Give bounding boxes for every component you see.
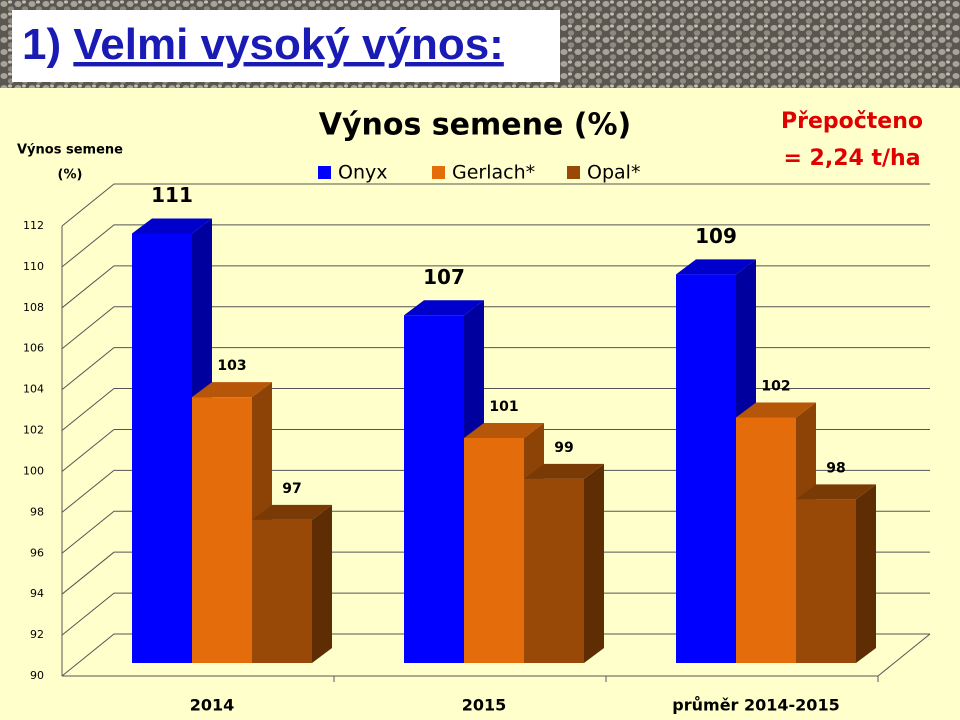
- y-tick-label: 100: [23, 464, 44, 477]
- bar-front: [736, 417, 796, 663]
- data-label: 109: [695, 224, 737, 248]
- annotation: = 2,24 t/ha: [783, 146, 920, 171]
- bar-side: [584, 463, 604, 663]
- bar-side: [312, 504, 332, 663]
- y-tick-label: 92: [30, 628, 44, 641]
- annotation: Přepočteno: [781, 109, 923, 134]
- bar: [796, 484, 876, 663]
- grid-line: [61, 428, 930, 472]
- data-label: 99: [554, 440, 573, 456]
- y-tick-label: 104: [23, 383, 44, 396]
- y-tick-label: 94: [30, 587, 44, 600]
- bar-front: [676, 274, 736, 663]
- grid-line: [61, 388, 930, 431]
- grid-line: [61, 224, 930, 268]
- grid-line: [61, 551, 930, 595]
- y-tick-label: 108: [23, 301, 44, 314]
- y-tick-label: 98: [30, 505, 44, 518]
- title-number: 1): [22, 20, 61, 69]
- grid-line: [61, 510, 930, 554]
- legend-swatch: [567, 166, 580, 179]
- y-tick-label: 90: [30, 669, 44, 682]
- grid-line: [61, 347, 930, 391]
- bar-front: [404, 315, 464, 663]
- bar-front: [796, 499, 856, 663]
- data-label: 98: [826, 460, 845, 476]
- bar-top: [796, 484, 876, 500]
- legend-swatch: [432, 166, 445, 179]
- bar-top: [524, 463, 604, 479]
- data-label: 107: [423, 265, 465, 289]
- x-tick-label: 2014: [190, 696, 235, 715]
- grid-line: [61, 469, 930, 513]
- y-tick-label: 96: [30, 546, 44, 559]
- bar-top: [132, 218, 212, 234]
- bar-top: [676, 259, 756, 275]
- bar-front: [252, 519, 312, 663]
- slide-title: 1) Velmi vysoký výnos:: [22, 20, 504, 69]
- bar-front: [464, 438, 524, 663]
- grid-line: [61, 183, 930, 227]
- y-tick-label: 102: [23, 424, 44, 437]
- legend-label: Opal*: [587, 162, 640, 184]
- data-label: 101: [489, 399, 518, 415]
- grid-line: [61, 633, 930, 677]
- y-tick-label: 112: [23, 219, 44, 232]
- bar-side: [856, 484, 876, 663]
- title-box: [12, 10, 560, 82]
- data-label: 97: [282, 481, 301, 497]
- bar: [524, 463, 604, 663]
- legend-label: Gerlach*: [452, 162, 535, 184]
- bar-top: [252, 504, 332, 520]
- x-tick-label: 2015: [462, 696, 507, 715]
- data-label: 103: [217, 358, 246, 374]
- bar-top: [404, 300, 484, 316]
- data-label: 102: [761, 379, 790, 395]
- bar-top: [464, 423, 544, 438]
- x-tick-label: průměr 2014-2015: [672, 696, 839, 715]
- grid-line: [61, 306, 930, 350]
- y-axis-label: Výnos semene: [17, 143, 123, 158]
- title-text: Velmi vysoký výnos:: [73, 20, 503, 69]
- grid-line: [61, 265, 930, 309]
- legend-swatch: [318, 166, 331, 179]
- bar-front: [192, 397, 252, 663]
- data-label: 111: [151, 183, 193, 207]
- chart-title: Výnos semene (%): [319, 108, 631, 143]
- bar-front: [524, 478, 584, 663]
- y-tick-label: 106: [23, 342, 44, 355]
- bar-top: [736, 402, 816, 418]
- bar-top: [192, 382, 272, 398]
- grid-line: [61, 592, 930, 636]
- bar: [252, 504, 332, 663]
- bar-front: [132, 233, 192, 664]
- legend-label: Onyx: [338, 162, 388, 184]
- y-tick-label: 110: [23, 260, 44, 273]
- y-axis-label: (%): [58, 168, 83, 183]
